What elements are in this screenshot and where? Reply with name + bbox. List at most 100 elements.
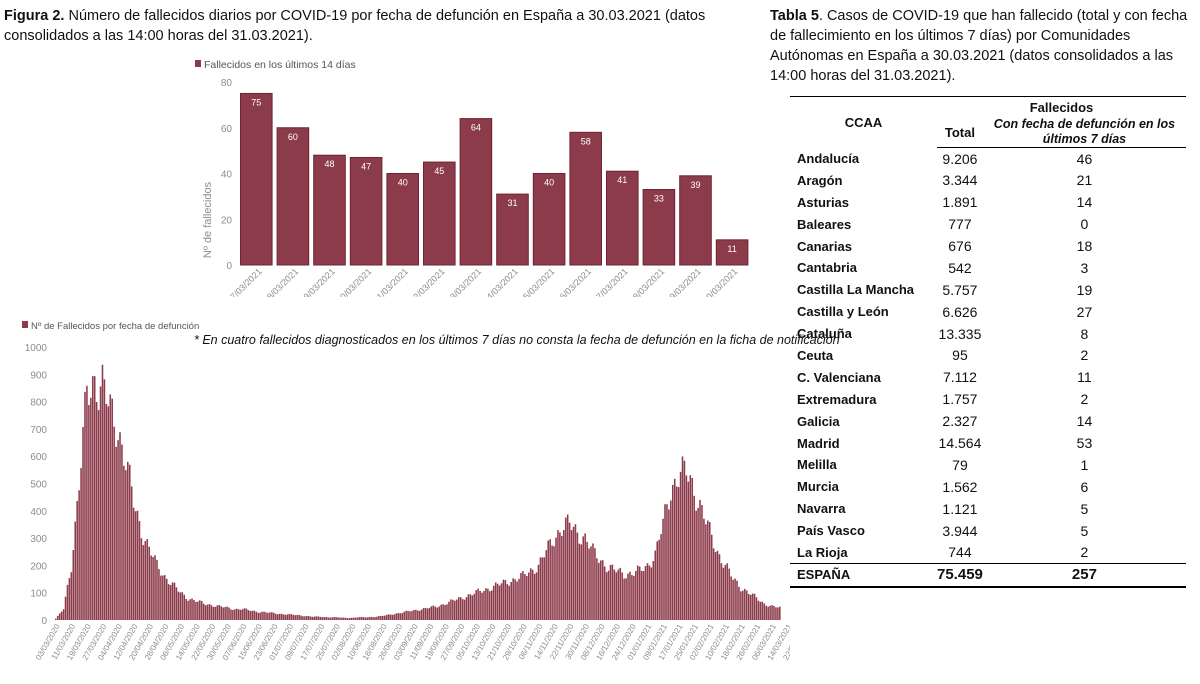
bar [489,591,491,620]
daily-deaths-bar-chart: Nº de Fallecidos por fecha de defunción … [22,321,790,662]
bar [574,524,577,620]
bar [199,600,201,620]
total-row-total: 75.459 [937,562,983,588]
row-total: 7.112 [942,369,977,386]
bar [395,613,398,620]
bar [566,514,569,620]
bar [642,189,676,266]
bar [374,617,376,620]
table-subheader-row: Total Con fecha de defunción en los últi… [790,117,1186,148]
bar [617,569,620,620]
bar [288,613,291,620]
bar [582,536,585,620]
table-caption-label: Tabla 5 [770,8,819,24]
row-last7: 18 [1076,238,1093,254]
bar [368,617,370,620]
row-region: Canarias [797,238,852,254]
bar [341,617,343,620]
y-axis-ticks-14d: 0 20 40 60 80 [221,78,233,272]
bar [459,597,462,620]
bar [111,398,114,620]
bar [179,592,182,620]
footnote: * En cuatro fallecidos diagnosticados en… [194,333,840,347]
row-last7: 2 [1080,391,1089,408]
bar [436,607,439,620]
bar [450,599,452,620]
bar [584,533,586,620]
x-tick-label: 19/03/2021 [298,266,337,297]
bar [670,500,672,620]
bar [691,477,694,620]
bar-value-label: 31 [507,198,517,208]
bar [444,605,446,620]
bar [146,539,149,620]
bar-value-label: 60 [288,132,298,142]
bar [527,572,530,620]
bar [86,385,88,620]
bar [607,570,610,620]
bar [442,604,444,620]
bar [119,432,121,620]
row-region: Cantabria [797,260,857,276]
bar [405,610,407,620]
bar [715,239,749,266]
table-caption: Tabla 5. Casos de COVID-19 que han falle… [770,6,1195,86]
bar [633,575,635,620]
bar [222,607,224,620]
bar [354,617,357,620]
row-total: 1.891 [942,194,978,211]
bar [142,545,145,620]
bar [60,611,63,620]
bar [744,588,746,620]
bar [339,617,341,620]
bar [422,608,425,620]
bar [210,605,213,620]
bar [247,610,250,620]
y-tick-label: 900 [30,370,47,381]
bar [514,579,516,620]
bar [181,592,184,620]
bar [555,537,557,620]
row-region: Madrid [797,435,840,451]
bar [559,532,561,620]
bar [423,161,456,266]
bar [777,607,779,620]
bar [609,564,612,620]
x-tick-label: 24/03/2021 [481,266,520,297]
y-tick-label: 600 [30,452,47,463]
x-tick-label: 27/03/2021 [591,266,630,297]
bar-value-label: 75 [251,97,261,107]
bar [343,617,345,620]
bar [457,597,460,620]
bar [606,170,639,266]
bar [156,559,158,620]
bar [569,131,602,266]
bar [430,606,433,620]
x-tick-label: 22/03/2021 [408,266,447,297]
bar [80,468,82,620]
row-total: 1.562 [942,478,978,495]
figure-caption-label: Figura 2. [4,8,65,24]
bar [136,510,139,620]
bar [494,582,497,620]
row-region: Ceuta [797,347,834,363]
bar [455,599,458,620]
y-tick-label: 60 [221,124,233,135]
bar [218,604,221,620]
bar [282,614,285,620]
bar [123,465,125,620]
bar [103,379,106,620]
bar [658,539,660,620]
bar [625,578,627,620]
bar [485,588,487,620]
bar [212,606,215,620]
bar [352,617,355,620]
row-region: La Rioja [797,544,848,560]
bar [127,461,129,620]
bar [356,617,359,620]
bar [62,609,65,620]
row-last7: 5 [1080,522,1089,539]
row-last7: 1 [1080,456,1089,473]
bar [185,598,187,620]
bar [360,616,363,620]
